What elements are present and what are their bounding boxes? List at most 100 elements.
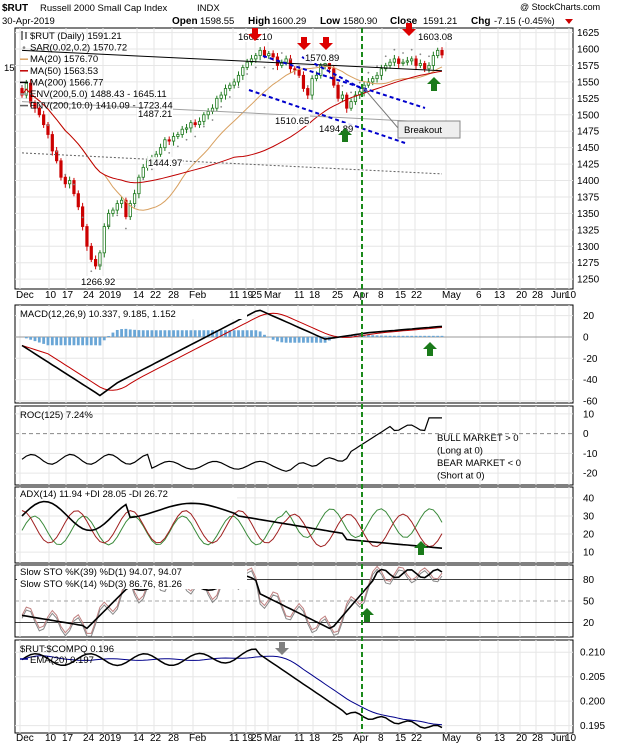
sar-dot	[332, 75, 335, 77]
candle-body	[314, 74, 319, 80]
macd-histogram-bar	[401, 335, 405, 337]
macd-histogram-bar	[232, 330, 236, 337]
macd-histogram-bar	[362, 335, 366, 337]
adx-y-tick: 20	[583, 530, 595, 541]
x-tick-label: 28	[168, 733, 180, 744]
macd-histogram-bar	[427, 335, 431, 337]
up-arrow-icon	[423, 342, 437, 356]
sar-dot	[168, 152, 171, 154]
x-tick-label: Mar	[264, 290, 282, 301]
rel-line	[21, 648, 443, 729]
sar-dot	[280, 52, 283, 54]
sar-dot	[393, 48, 396, 51]
sar-dot	[341, 84, 344, 87]
sar-dot	[263, 66, 266, 69]
macd-histogram-bar	[37, 336, 41, 343]
candle-body	[397, 58, 401, 64]
roc-y-tick: -20	[583, 469, 598, 480]
macd-histogram-bar	[263, 334, 266, 337]
macd-histogram-bar	[55, 336, 59, 346]
macd-histogram-bar	[297, 336, 301, 343]
price-y-tick: 1300	[577, 242, 600, 253]
sar-dot	[142, 178, 145, 181]
macd-histogram-bar	[72, 336, 76, 346]
macd-histogram-bar	[414, 335, 418, 337]
candle-body	[431, 55, 435, 66]
chg-label: Chg	[471, 16, 490, 27]
macd-histogram-bar	[50, 336, 54, 346]
x-tick-label: 22	[150, 290, 162, 301]
down-arrow-icon	[248, 28, 262, 41]
up-arrow-icon	[414, 541, 428, 555]
panel-frame-rel	[14, 639, 574, 734]
price-label-bg	[274, 115, 310, 126]
open-label: Open	[172, 16, 198, 27]
candle-body	[128, 203, 132, 218]
rel-y-tick: 0.195	[580, 721, 605, 732]
macd-histogram-bar	[137, 330, 141, 337]
roc-note: BULL MARKET > 0	[437, 433, 519, 444]
macd-histogram-bar	[284, 336, 288, 343]
candle-body	[202, 114, 206, 122]
macd-histogram-bar	[228, 330, 232, 337]
sar-dot	[402, 52, 404, 54]
down-arrow-icon	[402, 23, 416, 36]
candle-body	[223, 88, 228, 96]
x-tick-label: 20	[516, 733, 528, 744]
macd-line	[21, 309, 443, 397]
trend-line	[262, 55, 426, 109]
price-y-tick: 1475	[577, 127, 600, 138]
legend-entry: SAR(0.02,0.2) 1570.72	[30, 43, 127, 54]
macd-histogram-bar	[436, 335, 440, 337]
legend-entry: MA(20) 1576.70	[30, 54, 98, 65]
macd-histogram-bar	[440, 335, 444, 337]
x-tick-label: May	[442, 290, 461, 301]
sar-dot	[367, 71, 370, 74]
candle-body	[319, 65, 323, 76]
candle-body	[219, 94, 223, 99]
x-tick-label: 20	[516, 290, 528, 301]
candle-body	[184, 127, 189, 130]
macd-histogram-bar	[245, 330, 249, 337]
candle-body	[33, 102, 37, 109]
x-tick-label: 15	[395, 733, 407, 744]
price-label: 1487.21	[138, 109, 172, 120]
sar-dot	[289, 58, 292, 61]
price-y-tick: 1450	[577, 143, 600, 154]
candle-body	[197, 120, 202, 126]
candle-body	[236, 74, 241, 83]
candle-body	[132, 193, 137, 204]
candle-body	[254, 55, 258, 60]
price-y-tick: 1250	[577, 275, 600, 286]
low-value: 1580.90	[343, 16, 377, 27]
macd-histogram-bar	[46, 336, 50, 346]
panel-frame-roc	[14, 405, 574, 486]
rel-y-tick: 0.200	[580, 697, 605, 708]
sar-dot	[99, 263, 101, 266]
candle-body	[68, 180, 72, 185]
candle-body	[410, 58, 414, 62]
sar-dot	[306, 84, 309, 87]
candle-body	[206, 111, 210, 116]
sar-dot	[428, 55, 430, 58]
roc-note: (Short at 0)	[437, 471, 485, 482]
trend-line	[301, 56, 369, 93]
legend-entry: MA(200) 1566.77	[30, 77, 103, 88]
sto-y-tick: 80	[583, 575, 595, 586]
macd-histogram-bar	[366, 335, 370, 337]
x-tick-label: Apr	[353, 733, 369, 744]
sar-dot	[419, 53, 422, 56]
x-tick-label: 28	[532, 733, 544, 744]
close-label: Close	[390, 16, 418, 27]
sar-dot	[272, 67, 275, 70]
candle-body	[189, 122, 193, 129]
macd-histogram-bar	[392, 335, 396, 337]
macd-histogram-bar	[280, 336, 284, 343]
sar-dot	[237, 86, 240, 89]
x-tick-label: Feb	[189, 290, 207, 301]
x-tick-label: Jun	[551, 733, 567, 744]
macd-histogram-bar	[163, 330, 167, 337]
price-y-tick: 1500	[577, 110, 600, 121]
macd-histogram-bar	[388, 335, 392, 337]
